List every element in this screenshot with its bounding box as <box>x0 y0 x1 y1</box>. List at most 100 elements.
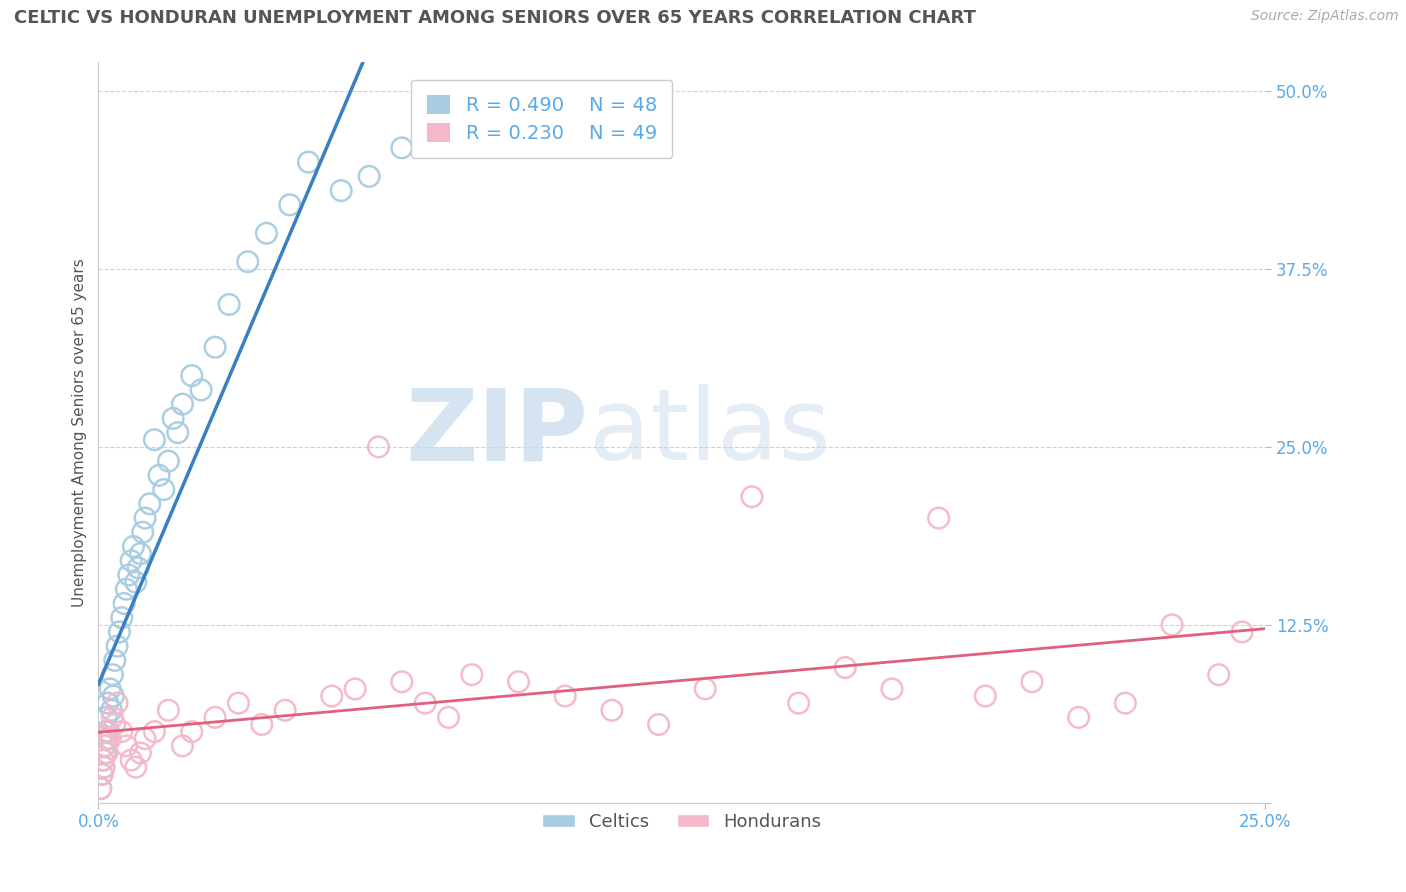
Point <box>98 681 121 696</box>
Point <box>112 597 135 611</box>
Point <box>787 696 810 710</box>
Point <box>125 575 148 590</box>
Point <box>190 383 212 397</box>
Point <box>1114 696 1136 710</box>
Point <box>250 717 273 731</box>
Point <box>157 454 180 468</box>
Point <box>278 198 301 212</box>
Point <box>96 746 118 760</box>
Point <box>100 703 122 717</box>
Point <box>274 703 297 717</box>
Point <box>134 511 156 525</box>
Point <box>647 717 669 731</box>
Point <box>162 411 184 425</box>
Text: CELTIC VS HONDURAN UNEMPLOYMENT AMONG SENIORS OVER 65 YEARS CORRELATION CHART: CELTIC VS HONDURAN UNEMPLOYMENT AMONG SE… <box>14 9 976 27</box>
Point <box>554 689 576 703</box>
Point <box>1161 617 1184 632</box>
Point <box>101 667 124 681</box>
Point <box>115 739 138 753</box>
Point <box>1230 624 1253 639</box>
Point <box>93 760 115 774</box>
Point <box>108 624 131 639</box>
Point <box>880 681 903 696</box>
Point <box>127 561 149 575</box>
Point <box>297 155 319 169</box>
Point <box>120 753 142 767</box>
Point <box>94 746 117 760</box>
Text: atlas: atlas <box>589 384 830 481</box>
Point <box>139 497 162 511</box>
Point <box>129 547 152 561</box>
Point <box>91 753 114 767</box>
Point <box>330 184 353 198</box>
Point <box>413 696 436 710</box>
Point <box>143 433 166 447</box>
Point <box>344 681 367 696</box>
Point <box>90 781 112 796</box>
Point <box>1021 674 1043 689</box>
Point <box>103 689 125 703</box>
Point <box>367 440 389 454</box>
Point <box>204 710 226 724</box>
Point <box>600 703 623 717</box>
Point <box>94 724 117 739</box>
Point <box>94 739 117 753</box>
Text: ZIP: ZIP <box>406 384 589 481</box>
Point <box>928 511 950 525</box>
Point <box>129 746 152 760</box>
Point <box>122 540 145 554</box>
Point <box>695 681 717 696</box>
Point <box>508 674 530 689</box>
Point <box>359 169 381 184</box>
Point <box>111 724 134 739</box>
Point <box>132 525 155 540</box>
Point <box>90 781 112 796</box>
Point <box>98 731 121 746</box>
Point <box>172 739 194 753</box>
Point <box>236 254 259 268</box>
Point <box>391 674 413 689</box>
Point <box>741 490 763 504</box>
Point <box>96 731 118 746</box>
Point <box>256 227 278 241</box>
Point <box>111 610 134 624</box>
Point <box>118 568 141 582</box>
Point <box>218 297 240 311</box>
Point <box>101 710 124 724</box>
Point <box>152 483 174 497</box>
Point <box>180 368 202 383</box>
Point <box>180 724 202 739</box>
Point <box>157 703 180 717</box>
Point <box>166 425 188 440</box>
Point <box>391 141 413 155</box>
Point <box>91 767 114 781</box>
Point <box>125 760 148 774</box>
Point <box>97 724 120 739</box>
Point <box>120 554 142 568</box>
Point <box>91 767 114 781</box>
Point <box>143 724 166 739</box>
Point <box>834 660 856 674</box>
Point <box>104 653 127 667</box>
Point <box>461 667 484 681</box>
Point <box>93 739 115 753</box>
Point <box>1067 710 1090 724</box>
Y-axis label: Unemployment Among Seniors over 65 years: Unemployment Among Seniors over 65 years <box>72 259 87 607</box>
Point <box>97 696 120 710</box>
Point <box>104 717 127 731</box>
Point <box>134 731 156 746</box>
Point <box>148 468 170 483</box>
Text: Source: ZipAtlas.com: Source: ZipAtlas.com <box>1251 9 1399 23</box>
Point <box>97 724 120 739</box>
Point <box>172 397 194 411</box>
Point <box>115 582 138 597</box>
Point <box>93 760 115 774</box>
Legend: Celtics, Hondurans: Celtics, Hondurans <box>536 805 828 838</box>
Point <box>91 753 114 767</box>
Point <box>437 710 460 724</box>
Point <box>974 689 997 703</box>
Point <box>204 340 226 354</box>
Point <box>228 696 250 710</box>
Point <box>1208 667 1230 681</box>
Point <box>96 710 118 724</box>
